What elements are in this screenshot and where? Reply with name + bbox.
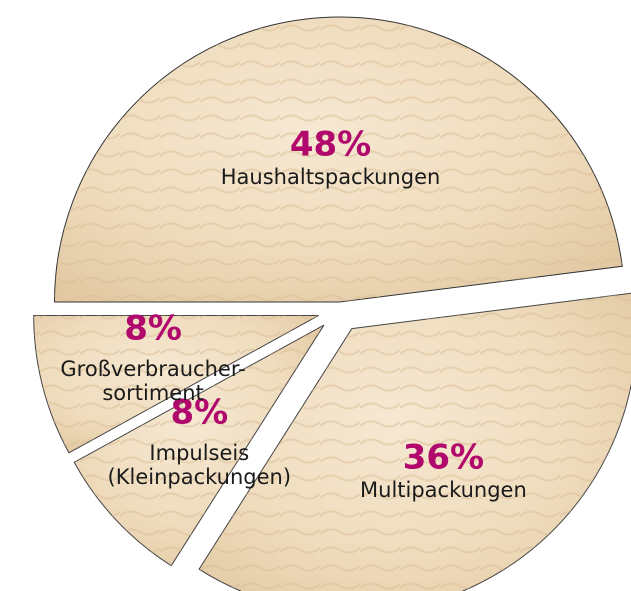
slice-label: Haushaltspackungen <box>221 165 441 189</box>
value-label: 36% <box>403 437 484 477</box>
slice-label: Impulseis <box>149 441 249 465</box>
value-label: 48% <box>290 124 371 164</box>
slice-label: Großverbraucher- <box>60 357 245 381</box>
chart: 48%Haushaltspackungen 36%Multipackungen 8%… <box>0 0 631 591</box>
value-label: 8% <box>124 308 182 348</box>
slice-label: Multipackungen <box>360 478 527 502</box>
slice-label: sortiment <box>102 381 203 405</box>
slice-label: (Kleinpackungen) <box>108 465 292 489</box>
